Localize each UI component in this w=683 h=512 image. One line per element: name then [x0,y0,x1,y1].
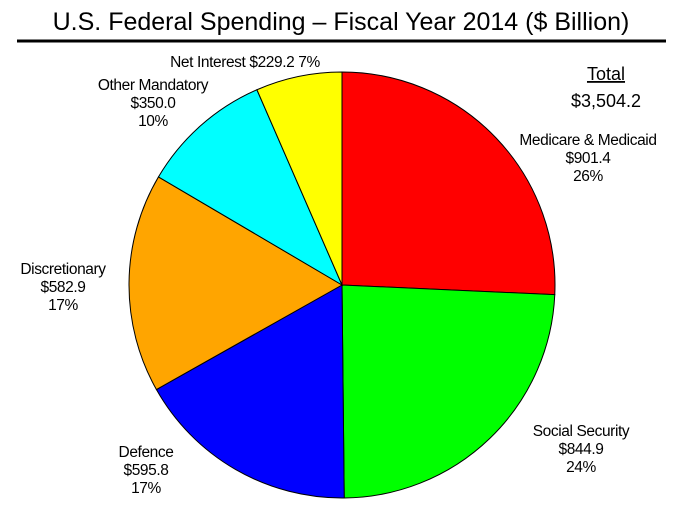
slice-label-social-security-percent: 24% [566,459,596,476]
chart-title: U.S. Federal Spending – Fiscal Year 2014… [53,8,630,36]
slice-label-discretionary-value: $582.9 [40,279,85,296]
slice-label-defence-name: Defence [119,444,174,461]
slice-label-discretionary-percent: 17% [48,297,78,314]
slice-label-defence-value: $595.8 [123,462,168,479]
total-value: $3,504.2 [571,91,641,111]
slice-label-medicare-medicaid-percent: 26% [573,168,603,185]
slice-label-discretionary-name: Discretionary [20,261,106,278]
slice-label-other-mandatory-value: $350.0 [130,95,176,112]
slice-label-defence-percent: 17% [131,480,161,497]
pie-slice-net-interest [256,71,343,286]
pie-slice-defence [155,284,345,499]
slice-label-social-security-value: $844.9 [558,441,603,458]
slice-label-other-mandatory-name: Other Mandatory [98,77,209,94]
slice-labels: Medicare & Medicaid$901.426% Social Secur… [20,54,657,497]
slice-label-medicare-medicaid-value: $901.4 [565,150,611,167]
pie-slice-discretionary [128,176,344,391]
slice-label-net-interest-line: Net Interest $229.2 7% [170,54,320,71]
slice-label-other-mandatory-percent: 10% [138,113,168,130]
total-heading: Total [587,64,625,84]
pie-slice-other-mandatory [157,89,344,287]
slice-label-social-security-name: Social Security [533,423,630,440]
pie-slices [128,71,556,499]
pie-slice-social-security [341,284,556,499]
pie-slice-medicare-medicaid [341,71,556,296]
slice-label-medicare-medicaid-name: Medicare & Medicaid [519,132,656,149]
